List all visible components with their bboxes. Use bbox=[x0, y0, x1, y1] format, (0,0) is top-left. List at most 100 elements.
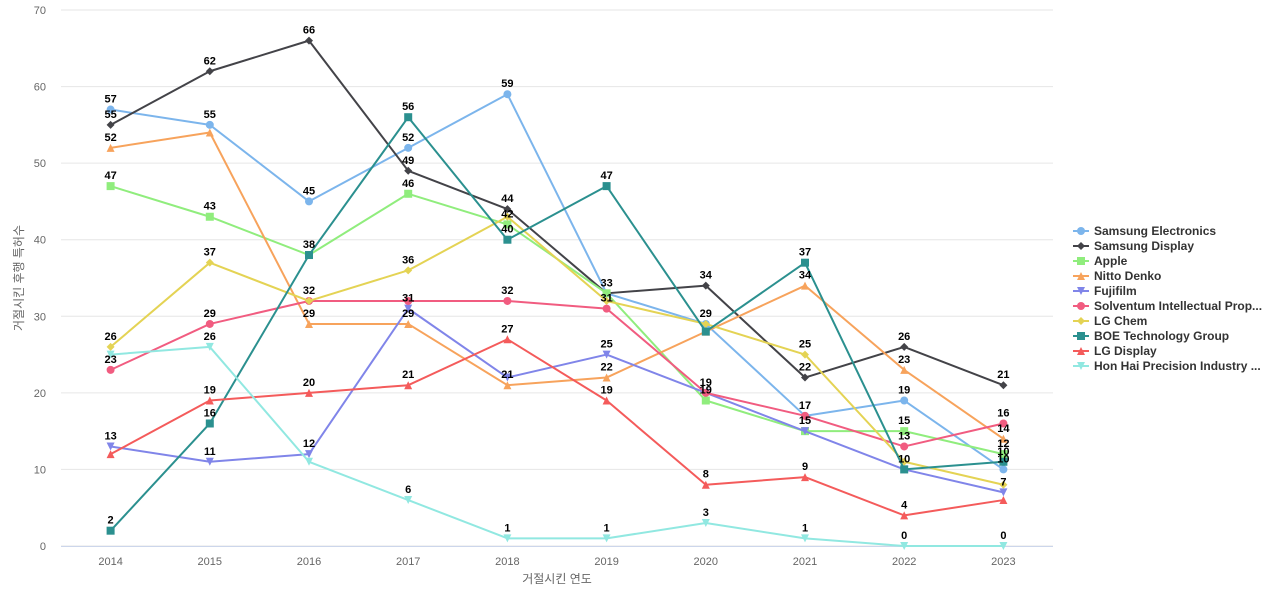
legend-item[interactable]: Nitto Denko bbox=[1073, 269, 1161, 283]
series-line[interactable] bbox=[110, 93, 1004, 471]
data-point[interactable] bbox=[999, 450, 1008, 459]
data-point[interactable] bbox=[999, 496, 1008, 505]
data-point[interactable] bbox=[900, 396, 909, 405]
data-point[interactable] bbox=[801, 473, 809, 482]
data-point[interactable] bbox=[106, 526, 115, 535]
series-line[interactable] bbox=[110, 131, 1004, 440]
data-point[interactable] bbox=[106, 442, 115, 451]
data-point[interactable] bbox=[701, 396, 710, 405]
data-point[interactable] bbox=[801, 258, 809, 267]
data-point[interactable] bbox=[404, 319, 413, 328]
data-point[interactable] bbox=[701, 519, 710, 528]
data-point[interactable] bbox=[801, 534, 809, 543]
data-point[interactable] bbox=[305, 388, 313, 397]
data-point[interactable] bbox=[801, 427, 809, 436]
data-point[interactable] bbox=[106, 105, 115, 114]
data-point[interactable] bbox=[205, 419, 214, 428]
series-line[interactable] bbox=[110, 345, 1004, 547]
data-point[interactable] bbox=[602, 373, 611, 382]
data-point[interactable] bbox=[602, 304, 611, 313]
data-point[interactable] bbox=[305, 296, 313, 305]
data-point[interactable] bbox=[999, 434, 1008, 443]
data-point[interactable] bbox=[404, 113, 413, 122]
legend-item[interactable]: Solventum Intellectual Prop... bbox=[1073, 299, 1262, 313]
data-point[interactable] bbox=[701, 327, 710, 336]
data-point[interactable] bbox=[205, 319, 214, 328]
data-point[interactable] bbox=[305, 319, 313, 328]
series-line[interactable] bbox=[110, 307, 1004, 494]
data-point[interactable] bbox=[503, 335, 512, 344]
data-point[interactable] bbox=[900, 442, 909, 451]
series-line[interactable] bbox=[109, 215, 1004, 486]
data-point[interactable] bbox=[106, 350, 115, 359]
data-point[interactable] bbox=[106, 365, 115, 374]
data-point[interactable] bbox=[801, 350, 809, 359]
series-line[interactable] bbox=[110, 185, 1004, 456]
data-point[interactable] bbox=[205, 120, 214, 129]
data-point[interactable] bbox=[602, 182, 611, 191]
data-point[interactable] bbox=[999, 457, 1008, 466]
data-point[interactable] bbox=[205, 258, 214, 267]
data-point[interactable] bbox=[701, 319, 710, 328]
legend-item[interactable]: Hon Hai Precision Industry ... bbox=[1073, 359, 1261, 373]
data-point[interactable] bbox=[106, 120, 115, 129]
data-point[interactable] bbox=[701, 281, 710, 290]
data-point[interactable] bbox=[900, 427, 909, 436]
data-point[interactable] bbox=[305, 36, 313, 45]
data-point[interactable] bbox=[999, 381, 1008, 390]
legend-item[interactable]: Samsung Display bbox=[1073, 239, 1194, 253]
data-point[interactable] bbox=[404, 296, 413, 305]
data-point[interactable] bbox=[305, 251, 313, 260]
data-point[interactable] bbox=[602, 350, 611, 359]
data-point[interactable] bbox=[503, 373, 512, 382]
data-point[interactable] bbox=[701, 388, 710, 397]
data-point[interactable] bbox=[205, 342, 214, 351]
series-line[interactable] bbox=[110, 338, 1004, 517]
data-point[interactable] bbox=[999, 488, 1008, 497]
data-point[interactable] bbox=[602, 289, 611, 298]
data-point[interactable] bbox=[999, 480, 1008, 489]
data-point[interactable] bbox=[106, 450, 115, 459]
data-point[interactable] bbox=[404, 143, 413, 152]
data-point[interactable] bbox=[106, 342, 115, 351]
data-point[interactable] bbox=[503, 381, 512, 390]
data-point[interactable] bbox=[205, 457, 214, 466]
legend-item[interactable]: Apple bbox=[1073, 254, 1128, 268]
series-line[interactable] bbox=[109, 116, 1004, 532]
data-point[interactable] bbox=[106, 143, 115, 152]
legend-item[interactable]: LG Chem bbox=[1073, 314, 1147, 328]
data-point[interactable] bbox=[305, 450, 313, 459]
data-point[interactable] bbox=[503, 212, 512, 221]
legend-item[interactable]: BOE Technology Group bbox=[1073, 329, 1229, 343]
data-point[interactable] bbox=[404, 266, 413, 275]
data-point[interactable] bbox=[602, 534, 611, 543]
data-point[interactable] bbox=[900, 465, 909, 474]
data-point[interactable] bbox=[503, 534, 512, 543]
data-point[interactable] bbox=[900, 342, 909, 351]
data-point[interactable] bbox=[305, 197, 313, 206]
data-point[interactable] bbox=[900, 542, 909, 550]
data-point[interactable] bbox=[900, 511, 909, 520]
series-line[interactable] bbox=[110, 299, 1004, 448]
data-point[interactable] bbox=[801, 281, 809, 290]
data-point[interactable] bbox=[801, 411, 809, 420]
data-point[interactable] bbox=[205, 396, 214, 405]
data-point[interactable] bbox=[602, 296, 611, 305]
data-point[interactable] bbox=[305, 457, 313, 466]
data-point[interactable] bbox=[900, 365, 909, 374]
data-point[interactable] bbox=[205, 212, 214, 221]
data-point[interactable] bbox=[602, 396, 611, 405]
data-point[interactable] bbox=[999, 465, 1008, 474]
data-point[interactable] bbox=[701, 480, 710, 489]
data-point[interactable] bbox=[503, 90, 512, 99]
legend-item[interactable]: Fujifilm bbox=[1073, 284, 1137, 298]
data-point[interactable] bbox=[503, 205, 512, 214]
data-point[interactable] bbox=[999, 419, 1008, 428]
data-point[interactable] bbox=[205, 128, 214, 137]
data-point[interactable] bbox=[404, 381, 413, 390]
data-point[interactable] bbox=[106, 182, 115, 191]
data-point[interactable] bbox=[404, 189, 413, 198]
data-point[interactable] bbox=[404, 166, 413, 175]
data-point[interactable] bbox=[999, 542, 1008, 550]
data-point[interactable] bbox=[503, 296, 512, 305]
